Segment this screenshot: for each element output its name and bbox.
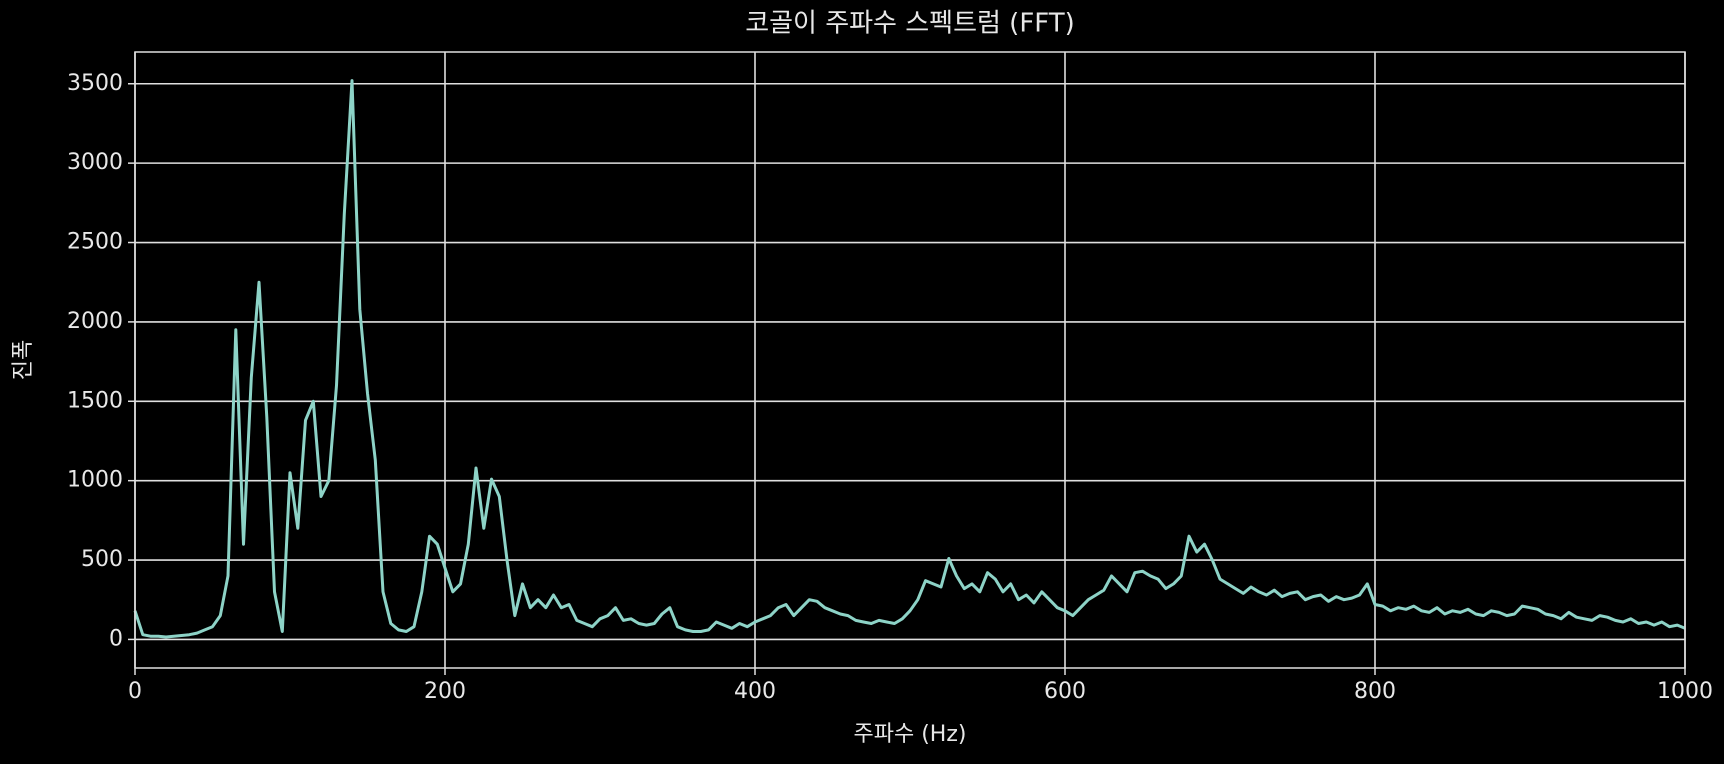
x-tick-label: 800 (1354, 679, 1396, 704)
x-tick-label: 600 (1044, 679, 1086, 704)
y-tick-label: 1500 (67, 388, 123, 413)
spectrum-line (133, 79, 1686, 639)
x-tick-label: 400 (734, 679, 776, 704)
y-tick-label: 2000 (67, 309, 123, 334)
y-tick-label: 0 (109, 626, 123, 651)
chart-title: 코골이 주파수 스펙트럼 (FFT) (745, 9, 1075, 39)
y-tick-label: 1000 (67, 468, 123, 493)
x-tick-label: 200 (424, 679, 466, 704)
y-tick-label: 3500 (67, 71, 123, 96)
y-tick-label: 3000 (67, 150, 123, 175)
x-axis-label: 주파수 (Hz) (854, 722, 967, 747)
y-tick-label: 500 (81, 547, 123, 572)
y-axis-label: 진폭 (11, 340, 36, 380)
y-tick-label: 2500 (67, 230, 123, 255)
x-tick-label: 0 (128, 679, 142, 704)
x-tick-label: 1000 (1657, 679, 1713, 704)
plot-frame (134, 51, 1686, 669)
